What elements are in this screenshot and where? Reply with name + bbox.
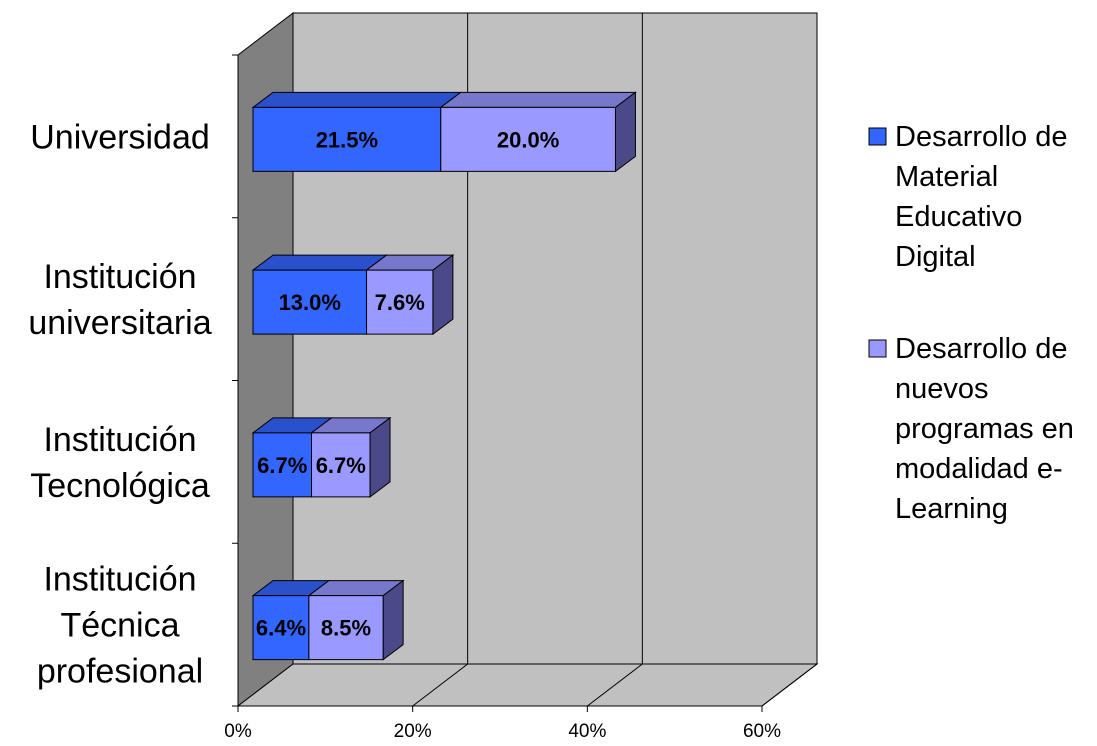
bar-top [251,254,389,271]
bar-segment [308,595,384,661]
gridline-floor [587,663,643,707]
category-labels: Universidad Institución universitaria Insti… [28,118,211,690]
bar-segment [252,432,313,498]
legend-swatch [868,339,887,358]
legend: Desarrollo de Material Educativo Digital Des… [868,121,1074,525]
gridline-floor [412,663,468,707]
data-label: 7.6% [375,290,425,315]
legend-entry: Desarrollo de Material Educativo Digital [895,121,1067,273]
bars [251,91,637,661]
gridline-floor [761,663,818,707]
floor [236,663,819,707]
x-tick-label: 20% [394,721,432,742]
category-label: Institución Tecnológica [30,421,210,505]
x-tick-label: 60% [743,721,781,742]
x-tick-label: 0% [224,721,252,742]
data-labels: 21.5% 20.0% 13.0% 7.6% 6.7% 6.7% 6.4% 8.5% [256,127,559,640]
data-label: 6.4% [256,616,306,641]
category-label: Institución Técnica profesional [37,561,203,691]
data-label: 8.5% [321,616,371,641]
data-label: 6.7% [257,453,307,478]
data-label: 20.0% [497,127,559,152]
legend-swatch [868,127,887,146]
category-label: Universidad [30,118,210,156]
category-label: Institución universitaria [28,258,211,342]
bar-top [439,91,637,108]
x-tick-label: 40% [568,721,606,742]
data-label: 21.5% [316,127,378,152]
bar-segment [311,432,371,498]
bar-top [251,91,463,108]
x-axis-ticks: 0% 20% 40% 60% [224,54,781,742]
bar-segment [366,269,434,335]
bar-segment [440,106,616,172]
bar-segment [252,595,310,661]
data-label: 6.7% [316,453,366,478]
data-label: 13.0% [279,290,341,315]
bar-segment [252,106,442,172]
legend-entry: Desarrollo de nuevos programas en modalidad… [895,333,1074,525]
